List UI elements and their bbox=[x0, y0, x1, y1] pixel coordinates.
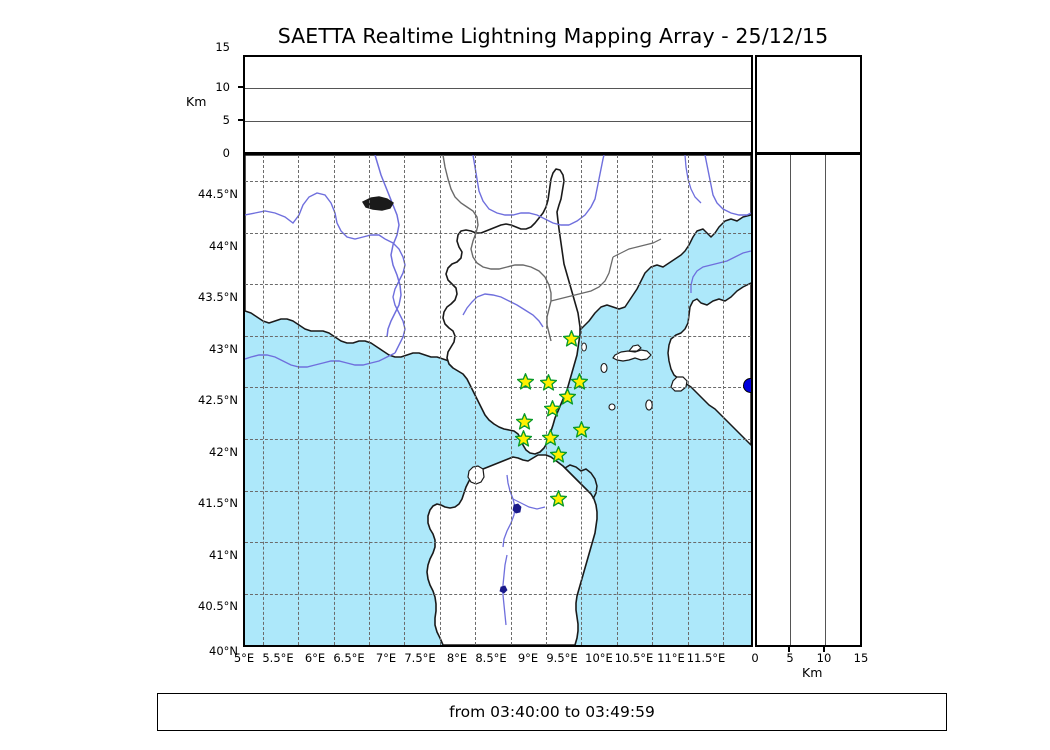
map-gridline-lat-44.5 bbox=[245, 181, 751, 182]
status-bar[interactable]: from 03:40:00 to 03:49:59 bbox=[157, 693, 947, 731]
km-tick-5: 5 bbox=[786, 651, 794, 665]
station-star-marker bbox=[559, 387, 577, 405]
lon-tick-9.5: 9.5°E bbox=[546, 651, 578, 665]
station-star-marker bbox=[570, 373, 588, 391]
tick-mark bbox=[238, 119, 243, 121]
map-gridline-lon-9 bbox=[545, 155, 547, 645]
km-tick-10: 10 bbox=[816, 651, 832, 665]
map-gridline-lat-42.5 bbox=[245, 387, 751, 389]
lon-tick-8.5: 8.5°E bbox=[475, 651, 507, 665]
tick-mark bbox=[788, 647, 790, 652]
station-star-marker bbox=[541, 429, 559, 446]
station-star-marker bbox=[517, 373, 535, 391]
map-gridline-lat-42 bbox=[245, 439, 751, 440]
tick-mark bbox=[238, 86, 243, 88]
time-range-text: from 03:40:00 to 03:49:59 bbox=[449, 703, 655, 721]
map-gridline-lat-40.5 bbox=[245, 593, 751, 595]
map-gridline-lon-5 bbox=[262, 155, 264, 645]
map-gridline-lon-7.5 bbox=[439, 155, 441, 645]
km-tick-0: 0 bbox=[751, 651, 759, 665]
map-gridline-lon-8.5 bbox=[510, 155, 512, 645]
page-title: SAETTA Realtime Lightning Mapping Array … bbox=[277, 24, 829, 48]
lon-tick-10.5: 10.5°E bbox=[614, 651, 654, 665]
map-gridline-lat-41 bbox=[245, 542, 751, 544]
map-gridline-lon-6 bbox=[333, 155, 335, 645]
station-star-marker bbox=[573, 420, 591, 438]
map-gridline-lon-8 bbox=[475, 155, 477, 645]
station-star-marker bbox=[562, 330, 580, 347]
map-gridline-lat-44 bbox=[245, 232, 751, 234]
map-panel[interactable] bbox=[243, 153, 753, 647]
map-canvas bbox=[245, 155, 751, 645]
alt-tick-15: 15 bbox=[215, 40, 230, 54]
altitude-longitude-panel[interactable] bbox=[243, 55, 753, 154]
station-star-marker bbox=[549, 445, 568, 463]
alt-tick-5: 5 bbox=[222, 113, 230, 127]
station-star-marker bbox=[544, 400, 562, 417]
lon-tick-9: 9°E bbox=[517, 651, 539, 665]
lon-tick-5.5: 5.5°E bbox=[262, 651, 294, 665]
lon-tick-5: 5°E bbox=[233, 651, 255, 665]
bottom-altitude-axis-label: Km bbox=[802, 665, 823, 680]
map-gridline-lon-7 bbox=[404, 155, 406, 645]
lon-tick-7: 7°E bbox=[375, 651, 397, 665]
gridline-5km bbox=[245, 121, 751, 122]
map-gridline-lon-5.5 bbox=[298, 155, 300, 645]
lon-tick-11: 11°E bbox=[657, 651, 685, 665]
map-gridline-lat-43.5 bbox=[245, 284, 751, 286]
lat-tick-43.5: 43.5°N bbox=[198, 290, 238, 304]
map-gridline-lon-6.5 bbox=[368, 155, 370, 645]
km-tick-15: 15 bbox=[853, 651, 869, 665]
gridline-5km-vert bbox=[790, 155, 791, 645]
lon-tick-6.5: 6.5°E bbox=[333, 651, 365, 665]
map-gridline-lat-41.5 bbox=[245, 490, 751, 492]
alt-tick-10: 10 bbox=[215, 80, 230, 94]
map-gridline-lat-43 bbox=[245, 335, 751, 337]
alt-tick-0: 0 bbox=[222, 146, 230, 160]
altitude-histogram-panel[interactable] bbox=[755, 55, 862, 154]
lat-tick-42: 42°N bbox=[209, 445, 238, 459]
gridline-10km bbox=[245, 88, 751, 89]
lat-tick-40.5: 40.5°N bbox=[198, 599, 238, 613]
vhf-source-dot bbox=[743, 377, 751, 393]
lon-tick-7.5: 7.5°E bbox=[404, 651, 436, 665]
lat-tick-41: 41°N bbox=[209, 548, 238, 562]
lon-tick-11.5: 11.5°E bbox=[686, 651, 726, 665]
map-gridline-lon-11.5 bbox=[722, 155, 724, 645]
station-star-marker bbox=[549, 490, 568, 507]
station-star-marker bbox=[515, 412, 534, 430]
map-gridline-lon-10.5 bbox=[652, 155, 654, 645]
station-star-marker bbox=[539, 374, 558, 392]
tick-mark bbox=[823, 647, 825, 652]
gridline-10km-vert bbox=[825, 155, 826, 645]
map-gridline-lon-9.5 bbox=[581, 155, 583, 645]
lat-tick-44: 44°N bbox=[209, 239, 238, 253]
latitude-altitude-panel[interactable] bbox=[755, 153, 862, 647]
map-gridline-lon-10 bbox=[616, 155, 618, 645]
lat-tick-41.5: 41.5°N bbox=[198, 496, 238, 510]
lat-tick-43: 43°N bbox=[209, 342, 238, 356]
lon-tick-6: 6°E bbox=[304, 651, 326, 665]
coastline-map bbox=[245, 155, 751, 645]
map-gridline-lon-11 bbox=[687, 155, 689, 645]
lon-tick-8: 8°E bbox=[446, 651, 468, 665]
lat-tick-40: 40°N bbox=[209, 644, 238, 658]
lat-tick-42.5: 42.5°N bbox=[198, 393, 238, 407]
lon-tick-10: 10°E bbox=[585, 651, 613, 665]
station-star-marker bbox=[515, 430, 533, 447]
lat-tick-44.5: 44.5°N bbox=[198, 187, 238, 201]
altitude-axis-label: Km bbox=[186, 94, 207, 109]
